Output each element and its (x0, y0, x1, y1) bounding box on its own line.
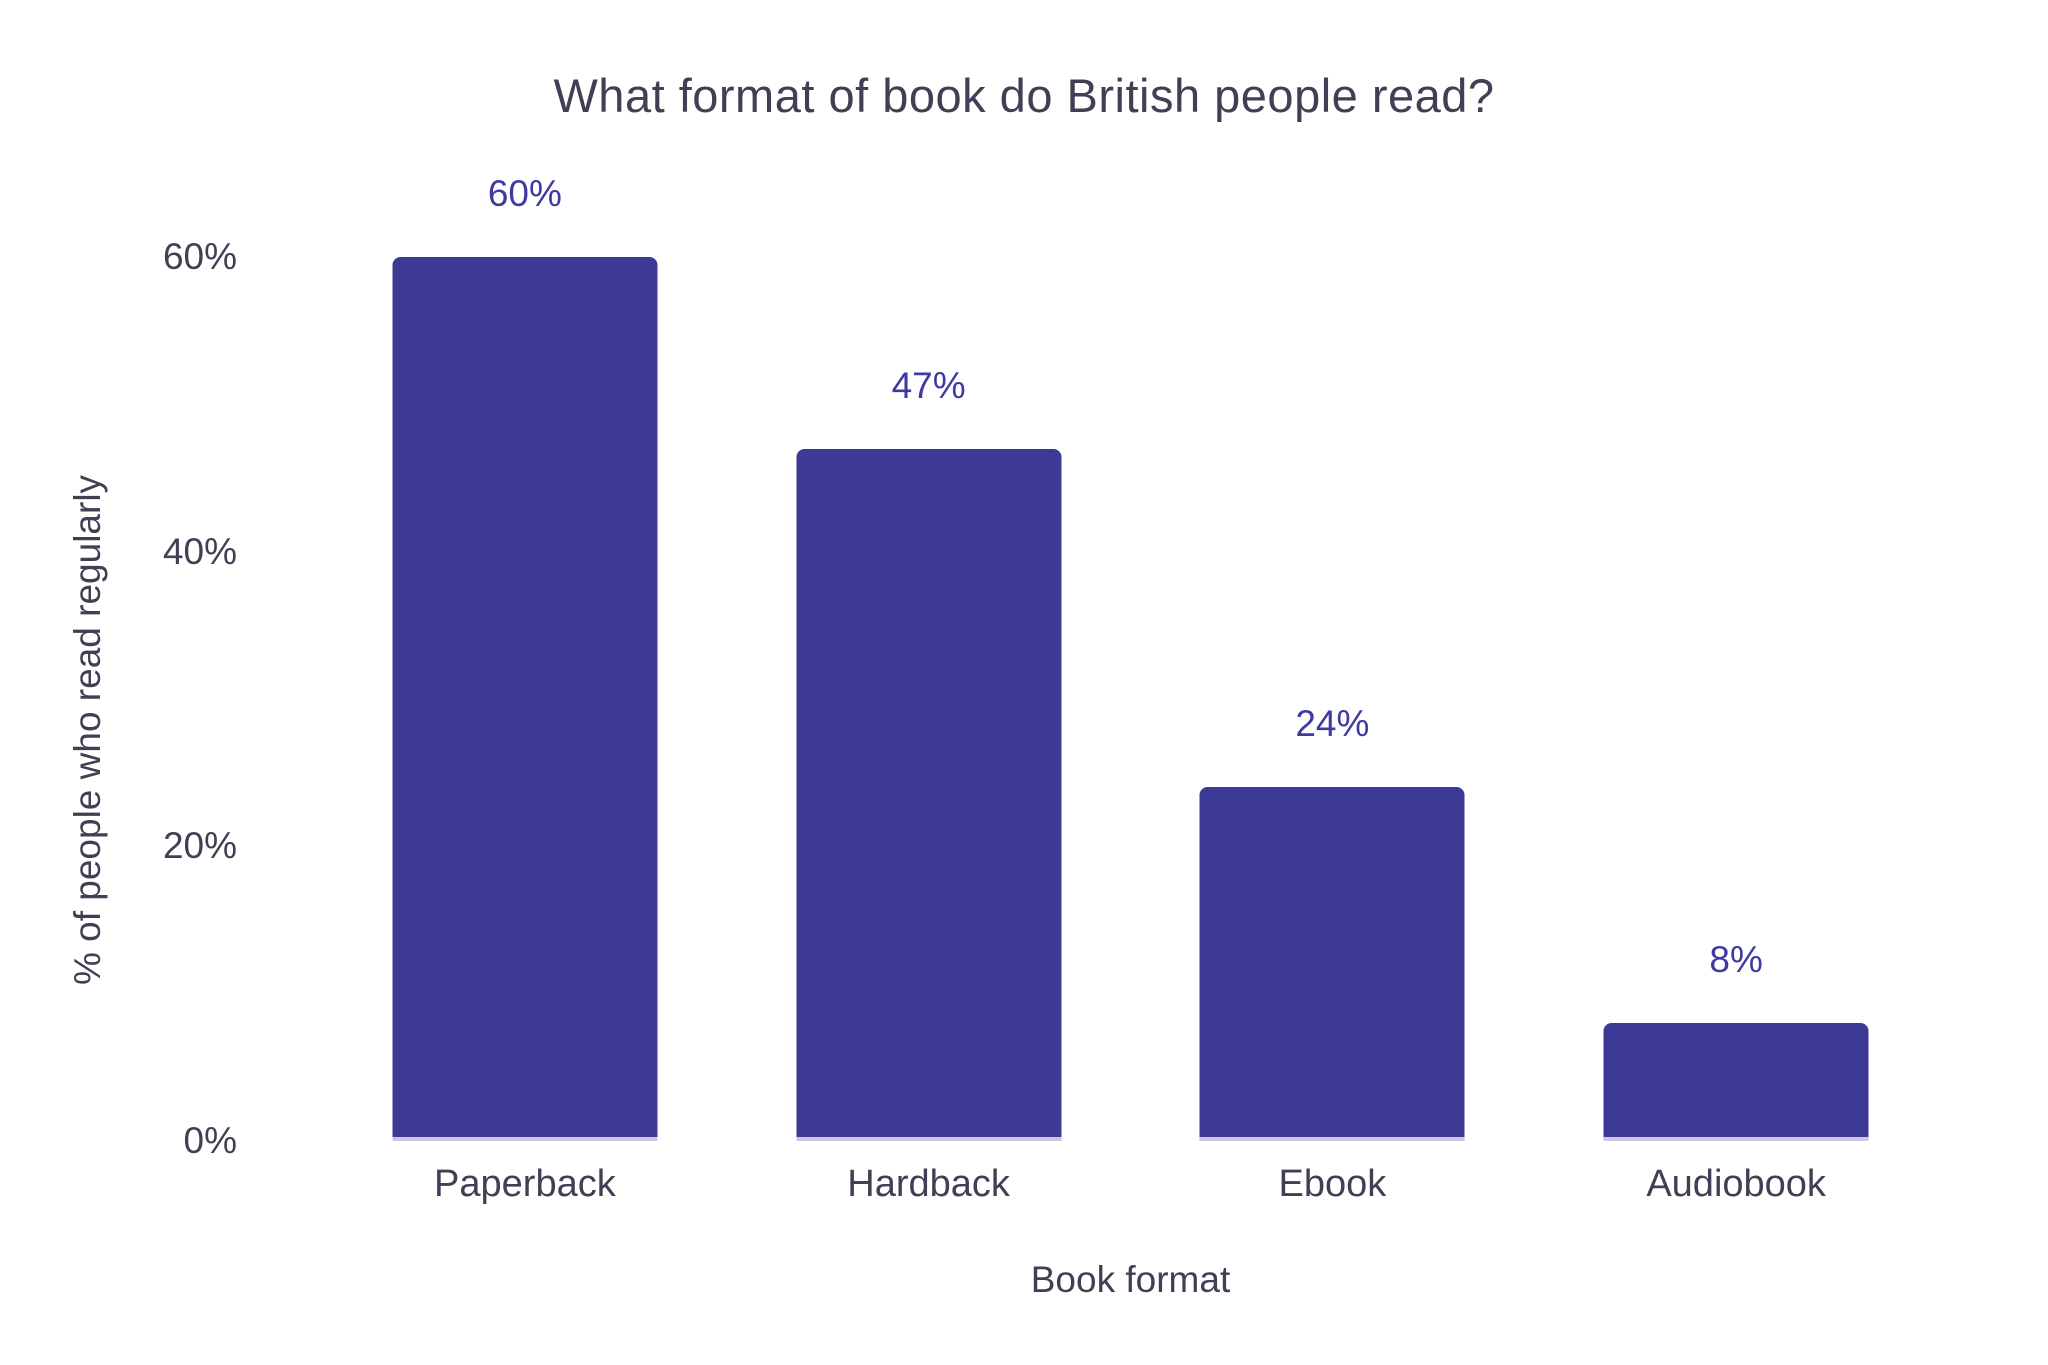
y-tick-label: 40% (162, 530, 237, 572)
category-label: Hardback (847, 1163, 1010, 1205)
x-axis-title: Book format (1030, 1259, 1231, 1300)
bar[interactable] (796, 448, 1062, 1141)
y-tick-label: 20% (162, 825, 237, 867)
bar-value-label: 8% (1709, 939, 1763, 981)
bar[interactable] (1603, 1023, 1869, 1141)
bar[interactable] (392, 257, 658, 1141)
category-label: Ebook (1278, 1163, 1387, 1205)
y-axis-title: % of people who read regularly (67, 474, 108, 986)
bar-value-label: 60% (487, 173, 562, 214)
y-tick-label: 60% (162, 236, 237, 277)
bar-group: 47% Hardback (727, 257, 1131, 1205)
bar-group: 60% Paperback (323, 173, 727, 1205)
category-label: Audiobook (1646, 1163, 1826, 1205)
chart-title: What format of book do British people re… (553, 69, 1495, 122)
category-label: Paperback (434, 1163, 616, 1205)
bar-value-label: 24% (1295, 703, 1370, 745)
bar-group: 24% Ebook (1131, 257, 1535, 1205)
bar-group: 8% Audiobook (1534, 257, 1938, 1205)
plot-area: Book format 0% 20% 40% 60% 60% Paperback 47% Ha… (163, 173, 1938, 1300)
y-tick-label: 0% (183, 1120, 237, 1161)
bar-value-label: 47% (891, 364, 966, 406)
bar[interactable] (1199, 787, 1465, 1141)
